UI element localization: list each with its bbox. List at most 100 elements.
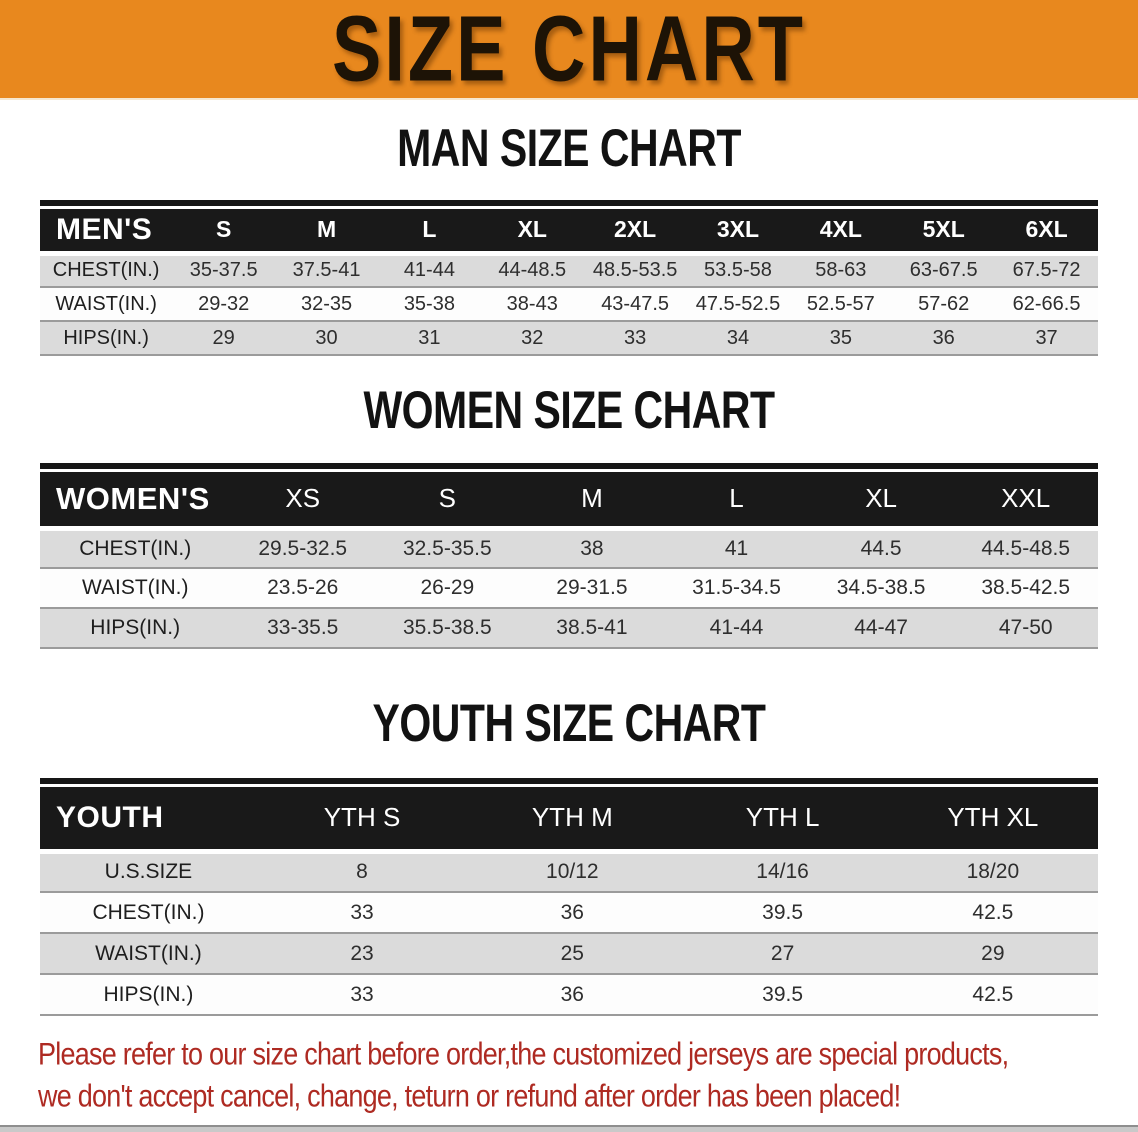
measurement-value: 44.5	[860, 536, 902, 560]
measurement-value: 41	[724, 536, 749, 560]
measurement-row: CHEST(IN.) 33 36 39.5 42.5	[40, 892, 1098, 933]
size-column-header: L	[664, 472, 809, 531]
size-column-header: XL	[480, 209, 584, 256]
measurement-value: 31	[418, 326, 441, 349]
measurement-value: 23.5-26	[267, 576, 339, 599]
measurement-label: WAIST(IN.)	[95, 941, 202, 965]
measurement-row: WAIST(IN.) 29-32 32-35 35-38 38-43 43-47.5 47.…	[40, 287, 1098, 321]
size-column-header: M	[275, 209, 378, 256]
measurement-label: CHEST(IN.)	[92, 900, 205, 924]
youth-chart-heading: YOUTH SIZE CHART	[0, 694, 1138, 754]
measurement-value: 41-44	[709, 616, 764, 639]
banner-title: SIZE CHART	[332, 0, 806, 101]
disclaimer-line-2: we don't accept cancel, change, teturn o…	[38, 1079, 901, 1115]
measurement-row: WAIST(IN.) 23 25 27 29	[40, 933, 1098, 974]
measurement-value: 25	[560, 941, 584, 965]
measurement-value: 32.5-35.5	[402, 536, 492, 560]
measurement-value: 33	[623, 326, 647, 349]
measurement-value: 33	[350, 900, 374, 924]
size-column-header: S	[375, 472, 520, 531]
measurement-row: CHEST(IN.) 35-37.5 37.5-41 41-44 44-48.5 48.5…	[40, 253, 1098, 287]
size-chart-banner: SIZE CHART	[0, 0, 1138, 100]
measurement-value: 29	[212, 326, 235, 349]
women-chart-heading-text: WOMEN SIZE CHART	[363, 380, 775, 440]
disclaimer: Please refer to our size chart before or…	[0, 1034, 1138, 1118]
youth-size-chart-section: YOUTH SIZE CHART YOUTH YTH S YTH M YTH L YTH…	[0, 694, 1138, 1016]
size-column-header: 6XL	[995, 209, 1098, 256]
women-chart-heading: WOMEN SIZE CHART	[0, 381, 1138, 441]
measurement-value: 29.5-32.5	[258, 536, 348, 560]
disclaimer-line-1: Please refer to our size chart before or…	[38, 1037, 1009, 1073]
measurement-row: HIPS(IN.) 33-35.5 35.5-38.5 38.5-41 41-44 44-…	[40, 608, 1098, 648]
measurement-row: WAIST(IN.) 23.5-26 26-29 29-31.5 31.5-34.5 34…	[40, 568, 1098, 608]
measurement-value: 44.5-48.5	[981, 536, 1071, 560]
measurement-value: 42.5	[972, 982, 1014, 1006]
measurement-value: 52.5-57	[806, 292, 875, 315]
size-column-header: YTH M	[467, 787, 678, 854]
women-size-table-wrap: WOMEN'S XS S M L XL XXL CHEST(IN.) 29.5-32.5 32.5…	[40, 463, 1098, 649]
table-title-cell: YOUTH	[40, 787, 257, 854]
measurement-value: 38-43	[506, 292, 558, 315]
size-column-header: 4XL	[789, 209, 893, 256]
measurement-value: 57-62	[918, 292, 970, 315]
measurement-value: 41-44	[403, 259, 455, 282]
size-column-header: XL	[808, 472, 954, 531]
measurement-value: 42.5	[972, 900, 1014, 924]
women-size-chart-section: WOMEN SIZE CHART WOMEN'S XS S M L XL XXL CHEST(…	[0, 381, 1138, 649]
measurement-value: 53.5-58	[704, 259, 772, 282]
measurement-value: 33	[350, 982, 374, 1006]
measurement-label: HIPS(IN.)	[90, 616, 181, 639]
size-column-header: YTH L	[677, 787, 888, 854]
measurement-value: 33-35.5	[267, 616, 339, 639]
measurement-row: CHEST(IN.) 29.5-32.5 32.5-35.5 38 41 44.5 44.5…	[40, 528, 1098, 568]
measurement-value: 34.5-38.5	[836, 576, 926, 599]
size-column-header: YTH XL	[887, 787, 1098, 854]
measurement-value: 47.5-52.5	[695, 292, 781, 315]
measurement-value: 38	[580, 536, 604, 560]
measurement-row: HIPS(IN.) 29 30 31 32 33 34 35 36 37	[40, 321, 1098, 355]
measurement-value: 38.5-42.5	[981, 576, 1071, 599]
table-title-cell: WOMEN'S	[40, 472, 231, 531]
table-title-cell: MEN'S	[40, 209, 173, 256]
measurement-row: U.S.SIZE 8 10/12 14/16 18/20	[40, 851, 1098, 892]
measurement-value: 14/16	[756, 860, 809, 884]
measurement-value: 37	[1035, 326, 1058, 349]
men-size-table-wrap: MEN'S S M L XL 2XL 3XL 4XL 5XL 6XL CHEST(IN.) 35-37…	[40, 200, 1098, 356]
measurement-value: 8	[356, 860, 368, 884]
measurement-value: 34	[726, 326, 750, 349]
measurement-value: 31.5-34.5	[692, 576, 781, 599]
size-column-header: XXL	[953, 472, 1098, 531]
size-column-header: XS	[230, 472, 376, 531]
youth-size-table: YOUTH YTH S YTH M YTH L YTH XL U.S.SIZE 8 10/12…	[40, 787, 1098, 1016]
measurement-value: 26-29	[420, 576, 475, 599]
measurement-value: 29-31.5	[556, 576, 628, 599]
bottom-strip	[0, 1125, 1138, 1132]
measurement-value: 39.5	[762, 900, 804, 924]
men-chart-heading-text: MAN SIZE CHART	[397, 118, 741, 178]
measurement-value: 35.5-38.5	[402, 616, 492, 639]
men-chart-heading: MAN SIZE CHART	[0, 119, 1138, 179]
measurement-value: 36	[932, 326, 955, 349]
measurement-value: 27	[770, 941, 795, 965]
measurement-value: 63-67.5	[909, 259, 978, 282]
size-header-row: YOUTH YTH S YTH M YTH L YTH XL	[40, 787, 1098, 854]
measurement-value: 30	[315, 326, 338, 349]
size-column-header: M	[519, 472, 665, 531]
measurement-value: 18/20	[966, 860, 1020, 884]
measurement-value: 62-66.5	[1012, 292, 1081, 315]
measurement-value: 58-63	[815, 259, 867, 282]
size-header-row: WOMEN'S XS S M L XL XXL	[40, 472, 1098, 531]
size-header-row: MEN'S S M L XL 2XL 3XL 4XL 5XL 6XL	[40, 209, 1098, 256]
measurement-value: 35	[829, 326, 852, 349]
measurement-value: 39.5	[762, 982, 804, 1006]
measurement-value: 32-35	[300, 292, 353, 315]
measurement-label: HIPS(IN.)	[103, 982, 194, 1006]
measurement-value: 32	[521, 326, 544, 349]
measurement-value: 67.5-72	[1012, 259, 1081, 282]
size-column-header: YTH S	[256, 787, 468, 854]
measurement-value: 29-32	[198, 292, 250, 315]
size-column-header: 2XL	[583, 209, 687, 256]
measurement-value: 48.5-53.5	[592, 259, 678, 282]
measurement-value: 44-47	[854, 616, 908, 639]
men-size-chart-section: MAN SIZE CHART MEN'S S M L XL 2XL 3XL 4XL 5XL 6XL…	[0, 119, 1138, 356]
